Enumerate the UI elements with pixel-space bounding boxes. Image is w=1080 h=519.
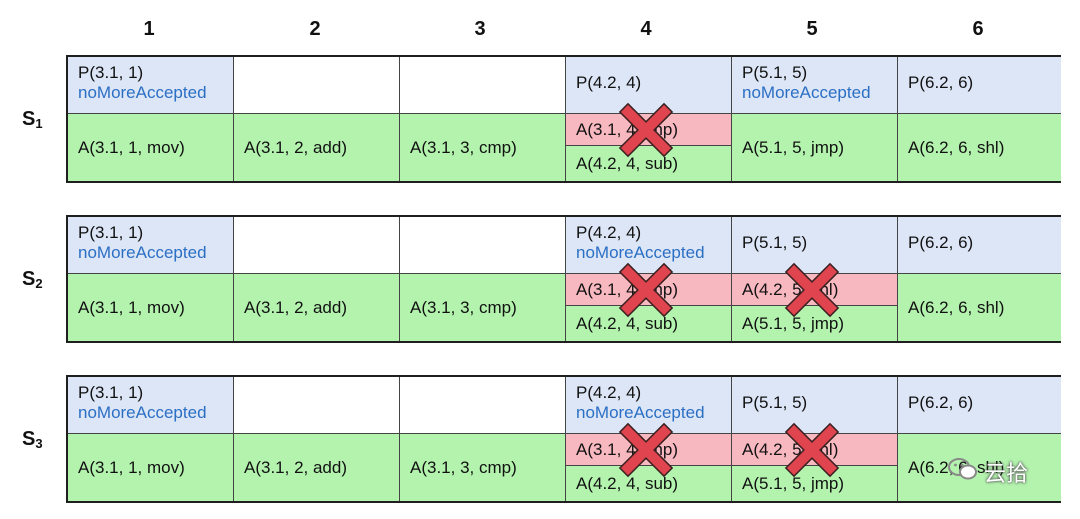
accepted-a-entry: A(4.2, 4, sub) <box>566 466 731 501</box>
a-label: A(3.1, 1, mov) <box>78 297 185 317</box>
schedule-grid-s2: P(3.1, 1) noMoreAccepted A(3.1, 1, mov) A(3… <box>66 215 1061 343</box>
a-cell: A(3.1, 1, mov) <box>68 434 234 501</box>
no-more-accepted-note: noMoreAccepted <box>78 243 207 262</box>
p-cell: P(3.1, 1) noMoreAccepted <box>68 217 234 274</box>
a-label: A(3.1, 2, add) <box>244 297 348 317</box>
p-cell: P(4.2, 4) noMoreAccepted <box>566 377 732 434</box>
a-cell: A(3.1, 2, add) <box>234 434 400 501</box>
a-cell: A(3.1, 3, cmp) <box>400 434 566 501</box>
empty-cell <box>400 217 566 274</box>
a-label: A(6.2, 6, shl) <box>908 457 1005 477</box>
a-cell: A(3.1, 2, add) <box>234 274 400 341</box>
p-label: P(5.1, 5) <box>742 63 808 82</box>
a-label: A(3.1, 1, mov) <box>78 457 185 477</box>
a-label: A(3.1, 2, add) <box>244 457 348 477</box>
row-label-s2: S2 <box>22 268 43 291</box>
p-label: P(3.1, 1) <box>78 383 144 402</box>
p-cell: P(5.1, 5) <box>732 217 898 274</box>
p-label: P(4.2, 4) <box>576 223 642 242</box>
p-cell: P(4.2, 4) noMoreAccepted <box>566 217 732 274</box>
cross-mark-icon <box>784 262 840 318</box>
no-more-accepted-note: noMoreAccepted <box>576 243 705 262</box>
p-cell: P(6.2, 6) <box>898 217 1061 274</box>
p-label: P(4.2, 4) <box>576 73 642 92</box>
p-cell: P(6.2, 6) <box>898 377 1061 434</box>
p-cell: P(3.1, 1) noMoreAccepted <box>68 57 234 114</box>
a-cell: A(3.1, 4, jmp) A(4.2, 4, sub) <box>566 102 732 181</box>
empty-cell <box>234 57 400 114</box>
p-label: P(3.1, 1) <box>78 223 144 242</box>
a-cell: A(3.1, 3, cmp) <box>400 114 566 181</box>
p-cell: P(5.1, 5) noMoreAccepted <box>732 57 898 114</box>
no-more-accepted-note: noMoreAccepted <box>78 403 207 422</box>
a-label: A(3.1, 3, cmp) <box>410 137 517 157</box>
accepted-a-entry: A(4.2, 4, sub) <box>566 306 731 341</box>
a-label: A(3.1, 2, add) <box>244 137 348 157</box>
a-cell: A(3.1, 4, jmp) A(4.2, 4, sub) <box>566 422 732 501</box>
empty-cell <box>400 57 566 114</box>
p-label: P(6.2, 6) <box>908 233 974 252</box>
column-header-5: 5 <box>806 18 818 40</box>
accepted-a-entry: A(5.1, 5, jmp) <box>732 306 897 341</box>
p-label: P(5.1, 5) <box>742 233 808 252</box>
a-cell: A(3.1, 2, add) <box>234 114 400 181</box>
p-label: P(5.1, 5) <box>742 393 808 412</box>
a-cell: A(4.2, 5, shl) A(5.1, 5, jmp) <box>732 262 898 341</box>
p-label: P(3.1, 1) <box>78 63 144 82</box>
a-label: A(5.1, 5, jmp) <box>742 137 845 157</box>
a-cell: A(3.1, 1, mov) <box>68 114 234 181</box>
no-more-accepted-note: noMoreAccepted <box>742 83 871 102</box>
wechat-icon <box>948 456 978 488</box>
p-cell: P(3.1, 1) noMoreAccepted <box>68 377 234 434</box>
a-label: A(3.1, 1, mov) <box>78 137 185 157</box>
watermark: 云拾 <box>948 452 1056 492</box>
column-header-6: 6 <box>972 18 984 40</box>
cross-mark-icon <box>618 102 674 158</box>
watermark-text: 云拾 <box>984 461 1029 486</box>
column-header-4: 4 <box>640 18 652 40</box>
cross-mark-icon <box>784 422 840 478</box>
a-cell: A(3.1, 4, jmp) A(4.2, 4, sub) <box>566 262 732 341</box>
row-label-s1: S1 <box>22 108 43 131</box>
row-label-s3: S3 <box>22 428 43 451</box>
empty-cell <box>234 217 400 274</box>
a-cell: A(6.2, 6, shl) <box>898 274 1061 341</box>
cross-mark-icon <box>618 262 674 318</box>
schedule-grid-s3: P(3.1, 1) noMoreAccepted A(3.1, 1, mov) A(3… <box>66 375 1061 503</box>
a-label: A(3.1, 3, cmp) <box>410 297 517 317</box>
p-label: P(4.2, 4) <box>576 383 642 402</box>
a-cell: A(6.2, 6, shl) <box>898 434 1061 501</box>
column-header-3: 3 <box>474 18 486 40</box>
no-more-accepted-note: noMoreAccepted <box>576 403 705 422</box>
a-cell: A(3.1, 3, cmp) <box>400 274 566 341</box>
p-cell: P(4.2, 4) <box>566 57 732 114</box>
cross-mark-icon <box>618 422 674 478</box>
column-header-2: 2 <box>309 18 321 40</box>
accepted-a-entry: A(5.1, 5, jmp) <box>732 466 897 501</box>
empty-cell <box>400 377 566 434</box>
a-label: A(6.2, 6, shl) <box>908 297 1005 317</box>
p-cell: P(5.1, 5) <box>732 377 898 434</box>
no-more-accepted-note: noMoreAccepted <box>78 83 207 102</box>
accepted-a-entry: A(4.2, 4, sub) <box>566 146 731 181</box>
column-header-1: 1 <box>143 18 155 40</box>
a-cell: A(3.1, 1, mov) <box>68 274 234 341</box>
a-label: A(6.2, 6, shl) <box>908 137 1005 157</box>
a-cell: A(5.1, 5, jmp) <box>732 114 898 181</box>
a-cell: A(4.2, 5, shl) A(5.1, 5, jmp) <box>732 422 898 501</box>
p-label: P(6.2, 6) <box>908 73 974 92</box>
a-cell: A(6.2, 6, shl) <box>898 114 1061 181</box>
schedule-grid-s1: P(3.1, 1) noMoreAccepted A(3.1, 1, mov) A(3… <box>66 55 1061 183</box>
p-cell: P(6.2, 6) <box>898 57 1061 114</box>
a-label: A(3.1, 3, cmp) <box>410 457 517 477</box>
empty-cell <box>234 377 400 434</box>
p-label: P(6.2, 6) <box>908 393 974 412</box>
